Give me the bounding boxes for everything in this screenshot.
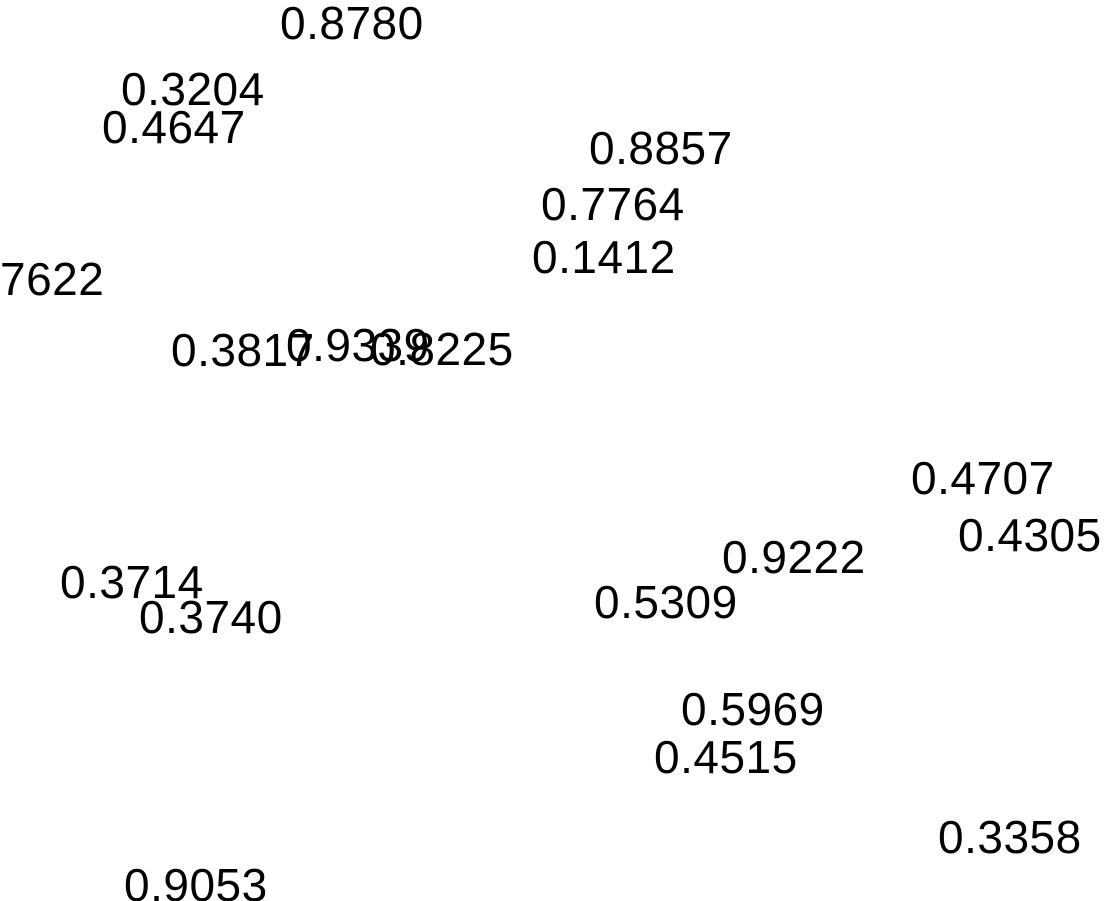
value-label: 0.1412 <box>532 231 676 283</box>
value-label: 0.4707 <box>911 452 1055 504</box>
value-label: 0.4515 <box>654 731 798 783</box>
value-label: 7622 <box>0 253 105 305</box>
value-label: 0.4647 <box>102 101 246 153</box>
value-label: 0.5969 <box>681 683 825 735</box>
value-label: 0.9053 <box>124 859 268 901</box>
value-label: 0.3204 <box>121 63 265 115</box>
value-label: 0.3740 <box>139 591 283 643</box>
value-label: 0.8780 <box>280 0 424 49</box>
value-label: 0.3817 <box>171 324 315 376</box>
value-label: 0.3714 <box>60 556 204 608</box>
value-label: 0.9222 <box>722 531 866 583</box>
value-label: 0.9339 <box>286 319 430 371</box>
value-label: 0.5309 <box>594 576 738 628</box>
value-label: 0.4305 <box>958 509 1102 561</box>
value-label: 0.3358 <box>938 811 1082 863</box>
value-label: 0.7764 <box>541 178 685 230</box>
value-label: 0.8857 <box>589 122 733 174</box>
value-label: 0.8225 <box>370 323 514 375</box>
